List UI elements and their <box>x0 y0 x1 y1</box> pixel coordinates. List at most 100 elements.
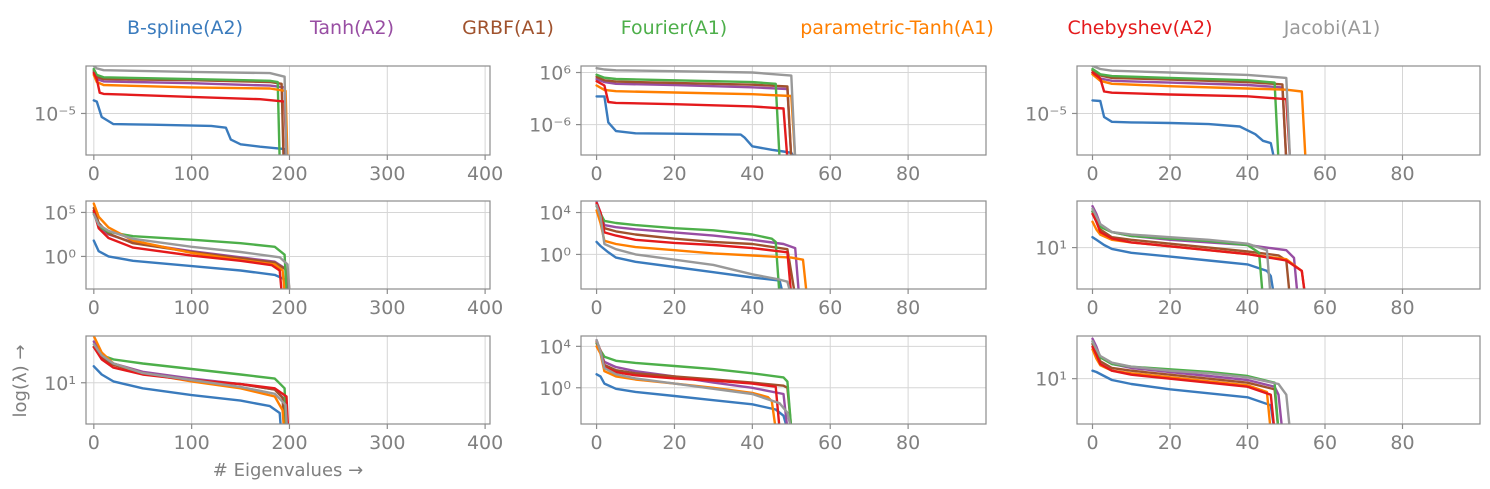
x-tick-label: 100 <box>174 163 210 185</box>
x-tick-label: 200 <box>271 297 307 319</box>
x-tick-label: 20 <box>1158 297 1182 319</box>
y-tick-label: 10⁻⁵ <box>34 103 76 125</box>
legend-entry: Tanh(A2) <box>309 17 394 39</box>
x-tick-label: 80 <box>896 163 920 185</box>
series-layer <box>1091 66 1307 155</box>
series-line <box>595 67 797 155</box>
legend-entry: B-spline(A2) <box>127 17 243 39</box>
series-layer <box>92 202 291 289</box>
series-line <box>92 211 288 289</box>
subplot-r3-c1: 0 100 200 300 400 10¹ <box>44 335 503 454</box>
x-tick-label: 20 <box>662 297 686 319</box>
x-tick-label: 60 <box>1313 163 1337 185</box>
x-tick-label: 0 <box>1086 432 1098 454</box>
series-line <box>595 80 789 155</box>
x-tick-label: 20 <box>662 432 686 454</box>
subplot-r2-c1: 0 100 200 300 400 10⁵ 10⁰ <box>44 200 503 319</box>
series-line <box>92 213 291 289</box>
x-tick-label: 40 <box>740 297 764 319</box>
x-tick-label: 0 <box>1086 163 1098 185</box>
series-line <box>595 73 781 155</box>
subplot-r1-c3: 0 20 40 60 80 10⁻⁵ <box>1025 65 1481 185</box>
subplot-r3-c2: 0 20 40 60 80 10⁴ 10⁰ <box>539 335 987 454</box>
series-line <box>92 202 286 289</box>
plot-frame <box>580 335 987 425</box>
x-tick-label: 60 <box>818 432 842 454</box>
series-line <box>1091 66 1292 155</box>
plot-frame <box>1076 335 1481 425</box>
x-tick-label: 40 <box>740 432 764 454</box>
x-tick-label: 80 <box>1390 432 1414 454</box>
x-tick-label: 20 <box>1158 163 1182 185</box>
x-tick-label: 80 <box>896 432 920 454</box>
x-tick-label: 200 <box>271 432 307 454</box>
y-tick-label: 10⁵ <box>44 202 76 224</box>
subplot-r2-c3: 0 20 40 60 80 10¹ <box>1035 200 1481 319</box>
subplot-r1-c1: 0 100 200 300 400 10⁻⁵ <box>34 65 503 185</box>
series-line <box>1091 67 1280 155</box>
y-tick-label: 10⁰ <box>44 246 76 268</box>
x-tick-label: 400 <box>467 297 503 319</box>
x-tick-label: 400 <box>467 432 503 454</box>
x-tick-label: 80 <box>1390 163 1414 185</box>
series-line <box>595 201 792 289</box>
subplot-r3-c3: 0 20 40 60 80 10¹ <box>1035 335 1481 454</box>
x-tick-label: 40 <box>740 163 764 185</box>
series-line <box>92 336 285 424</box>
x-tick-label: 80 <box>896 297 920 319</box>
y-tick-label: 10⁻⁶ <box>529 115 571 137</box>
series-line <box>1091 210 1264 289</box>
series-layer <box>1091 205 1306 289</box>
y-tick-label: 10¹ <box>1035 238 1067 260</box>
series-line <box>595 204 791 289</box>
y-tick-label: 10⁻⁵ <box>1025 103 1067 125</box>
x-tick-label: 0 <box>88 432 100 454</box>
series-line <box>1091 340 1291 424</box>
series-line <box>1091 71 1291 155</box>
x-axis-title: # Eigenvalues → <box>213 460 363 481</box>
series-layer <box>92 66 289 155</box>
series-layer <box>92 336 290 424</box>
x-tick-label: 100 <box>174 297 210 319</box>
x-tick-label: 0 <box>591 297 603 319</box>
series-line <box>92 67 281 155</box>
legend-entry: GRBF(A1) <box>462 17 554 39</box>
series-line <box>1091 345 1275 424</box>
legend-entry: Jacobi(A1) <box>1283 17 1381 39</box>
x-tick-label: 0 <box>88 297 100 319</box>
x-tick-label: 60 <box>818 163 842 185</box>
x-tick-label: 20 <box>662 163 686 185</box>
y-tick-label: 10⁰ <box>539 378 571 400</box>
x-tick-label: 100 <box>174 432 210 454</box>
legend-entry: Fourier(A1) <box>621 17 727 39</box>
series-line <box>595 342 793 424</box>
x-tick-label: 0 <box>591 163 603 185</box>
plot-frame <box>580 200 987 290</box>
series-line <box>595 75 793 155</box>
series-line <box>92 71 288 155</box>
subplot-r1-c2: 0 20 40 60 80 10⁶ 10⁻⁶ <box>529 63 987 185</box>
x-tick-label: 0 <box>88 163 100 185</box>
y-tick-label: 10¹ <box>1035 369 1067 391</box>
plot-frame <box>85 335 491 425</box>
y-tick-label: 10¹ <box>44 373 76 395</box>
series-line <box>92 66 288 155</box>
series-line <box>92 343 288 424</box>
plot-frame <box>85 65 491 156</box>
series-line <box>92 73 289 155</box>
x-tick-label: 20 <box>1158 432 1182 454</box>
y-tick-label: 10⁰ <box>539 244 571 266</box>
series-line <box>595 205 781 289</box>
x-tick-label: 60 <box>818 297 842 319</box>
series-line <box>92 99 288 155</box>
series-line <box>595 240 783 289</box>
plot-frame <box>1076 65 1481 156</box>
x-tick-label: 0 <box>591 432 603 454</box>
subplot-r2-c2: 0 20 40 60 80 10⁴ 10⁰ <box>539 200 987 319</box>
x-tick-label: 300 <box>369 432 405 454</box>
series-line <box>595 95 795 155</box>
series-line <box>1091 99 1275 155</box>
series-line <box>1091 369 1275 424</box>
plot-frame <box>580 65 987 156</box>
